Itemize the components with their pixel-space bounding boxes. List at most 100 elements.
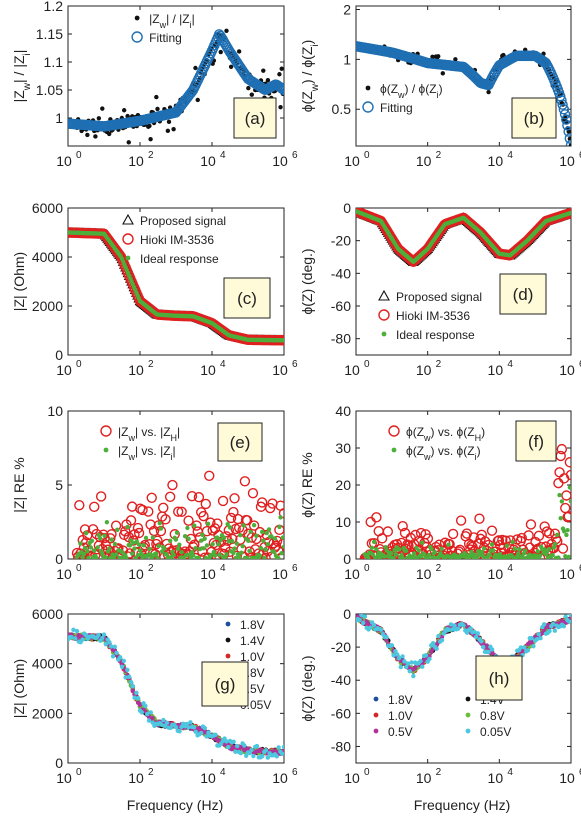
data-point [272,536,277,541]
data-point [204,470,215,481]
y-axis-label: ϕ(Z) (deg.) [299,655,315,721]
data-point [371,622,377,628]
data-point [120,526,131,537]
data-point [164,720,170,726]
data-layer [359,443,571,559]
data-point [473,634,479,640]
data-point [481,546,487,551]
data-point [389,643,395,648]
data-point [415,527,427,539]
data-point [475,631,481,636]
legend-entry-label: 1.4V [240,634,265,648]
data-point [245,555,250,559]
data-point [412,665,418,671]
data-point [229,493,240,504]
data-point [396,656,402,661]
data-point [248,520,260,531]
x-tick-label: 10 [488,770,504,786]
legend: ϕ(Zw) vs. ϕ(ZH)ϕ(Zw) vs. ϕ(Zi) [388,425,485,462]
data-point [129,529,140,540]
data-point [224,739,229,744]
data-point [137,702,143,708]
data-point [191,725,197,730]
y-tick-label: 6000 [32,200,63,216]
data-point [366,555,371,559]
data-point [280,751,284,757]
legend: |Zw| / |Zi|Fitting [131,12,195,45]
data-point [179,724,184,730]
data-point [145,519,156,530]
data-point [391,555,396,559]
data-point [391,653,396,658]
data-point [118,655,123,660]
data-point [222,535,227,540]
legend-entry-label: 1.0V [388,709,413,723]
x-tick-label: 10 [56,770,72,786]
data-point [95,491,107,502]
legend-entry-label: |Zw| vs. |Zi| [118,444,176,462]
data-point [242,743,247,748]
data-point [110,654,116,659]
data-point [568,614,571,618]
data-point [552,628,558,633]
data-point [95,545,100,550]
data-point [563,511,571,522]
data-point [161,717,166,723]
data-point [427,656,432,662]
legend-entry-label: 0.5V [388,725,413,739]
data-point [280,535,284,540]
y-tick-label: 20 [335,477,351,493]
data-point [357,617,362,623]
data-point [239,550,244,555]
data-point [167,538,173,543]
data-point [232,546,237,551]
data-point [241,515,253,526]
data-point [389,550,394,556]
data-point [472,629,477,635]
x-tick-label: 10 [200,362,216,378]
data-point [265,77,271,83]
data-point [112,541,118,547]
y-axis-label: |Z| (Ohm) [11,252,27,311]
legend-entry-label: 0.8V [480,709,505,723]
data-point [249,747,254,753]
y-tick-label: 10 [335,514,351,530]
data-point [148,552,153,557]
data-point [522,645,527,650]
y-tick-label: 10 [47,403,63,419]
data-layer [68,226,284,346]
data-point [541,622,547,627]
data-point [418,658,423,664]
x-tick-exponent: 6 [579,150,581,161]
legend-marker [465,696,471,702]
data-point [430,555,435,559]
series-1 [359,443,571,559]
x-tick-exponent: 6 [292,563,298,574]
legend-marker [365,85,371,91]
x-tick-exponent: 0 [76,150,82,161]
data-point [239,476,251,487]
data-point [559,109,571,120]
data-point [489,542,495,547]
data-point [365,516,376,528]
data-point [147,546,152,552]
data-point [529,635,534,641]
data-point [188,720,193,725]
y-tick-label: 0 [55,755,63,771]
legend-marker [373,696,379,702]
data-point [78,541,83,546]
data-point [176,506,187,517]
y-axis-label: ϕ(Z) (deg.) [299,248,315,314]
data-point [200,498,212,510]
data-point [474,555,480,559]
data-point [439,546,444,552]
data-point [164,552,169,557]
data-point [411,551,417,556]
data-point [407,668,412,674]
data-point [113,248,124,259]
data-point [193,545,198,551]
data-point [177,729,182,734]
data-point [234,541,240,546]
data-point [182,534,188,539]
chart-panel-f: 100102104106010203040ϕ(Z) RE %ϕ(Zw) vs. … [299,403,581,582]
